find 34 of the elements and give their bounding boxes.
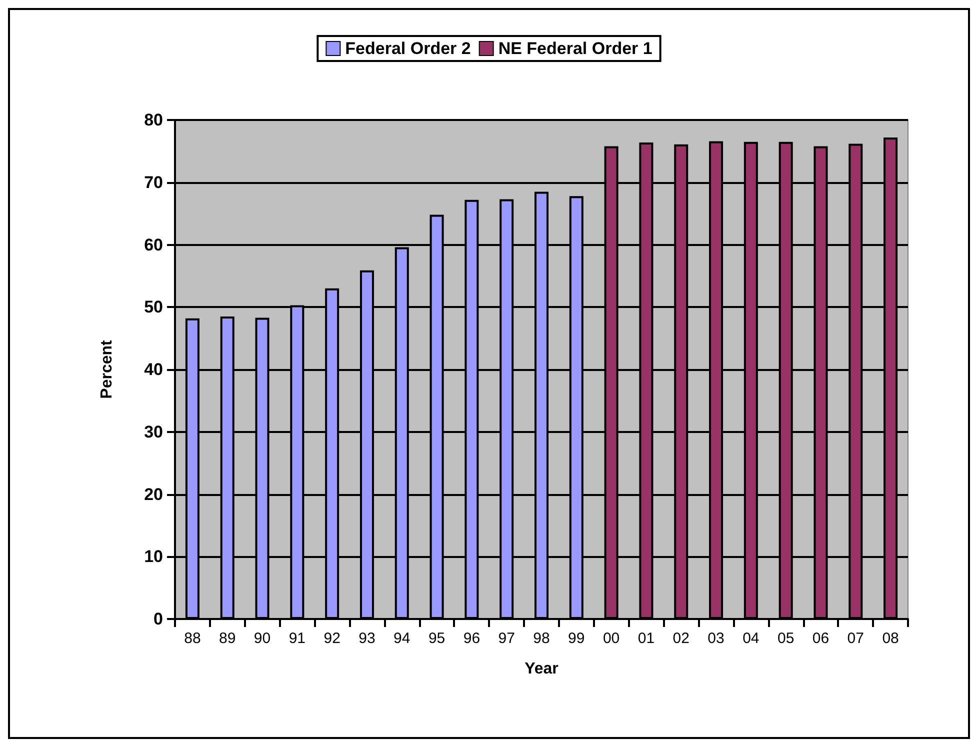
y-tick-label: 10 bbox=[144, 547, 163, 566]
x-tick-label: 89 bbox=[219, 630, 236, 647]
y-tick-label: 0 bbox=[154, 610, 163, 628]
x-tick-label: 99 bbox=[568, 630, 585, 647]
y-tick-label: 30 bbox=[144, 422, 163, 442]
x-tick-label: 96 bbox=[463, 630, 480, 647]
y-tick-label: 40 bbox=[144, 360, 163, 379]
y-axis-title: Percent bbox=[98, 339, 116, 399]
legend-label: Federal Order 2 bbox=[345, 39, 471, 58]
x-tick-label: 91 bbox=[288, 630, 306, 647]
x-tick-label: 01 bbox=[638, 630, 655, 647]
x-tick-label: 93 bbox=[358, 630, 376, 647]
x-tick-label: 04 bbox=[742, 630, 760, 647]
x-tick-label: 94 bbox=[394, 630, 410, 647]
x-tick-label: 06 bbox=[812, 630, 830, 647]
x-tick-label: 03 bbox=[708, 630, 724, 647]
y-tick-label: 70 bbox=[144, 172, 163, 192]
x-tick-label: 00 bbox=[602, 630, 620, 647]
x-tick-label: 90 bbox=[254, 630, 271, 647]
x-tick-label: 98 bbox=[533, 630, 550, 647]
x-tick-label: 08 bbox=[882, 630, 899, 647]
x-tick-label: 02 bbox=[672, 630, 690, 647]
y-tick-label: 20 bbox=[144, 484, 163, 504]
x-tick-label: 92 bbox=[324, 630, 340, 647]
x-axis-title: Year bbox=[524, 660, 558, 678]
x-tick-label: 07 bbox=[847, 630, 864, 647]
x-tick-label: 88 bbox=[184, 630, 201, 647]
x-tick-label: 05 bbox=[777, 630, 794, 647]
y-tick-label: 50 bbox=[144, 298, 163, 317]
legend-label: NE Federal Order 1 bbox=[498, 39, 652, 58]
y-tick-label: 80 bbox=[144, 110, 163, 130]
y-tick-label: 60 bbox=[144, 235, 163, 254]
x-tick-label: 97 bbox=[498, 630, 515, 647]
x-tick-label: 95 bbox=[428, 630, 446, 647]
